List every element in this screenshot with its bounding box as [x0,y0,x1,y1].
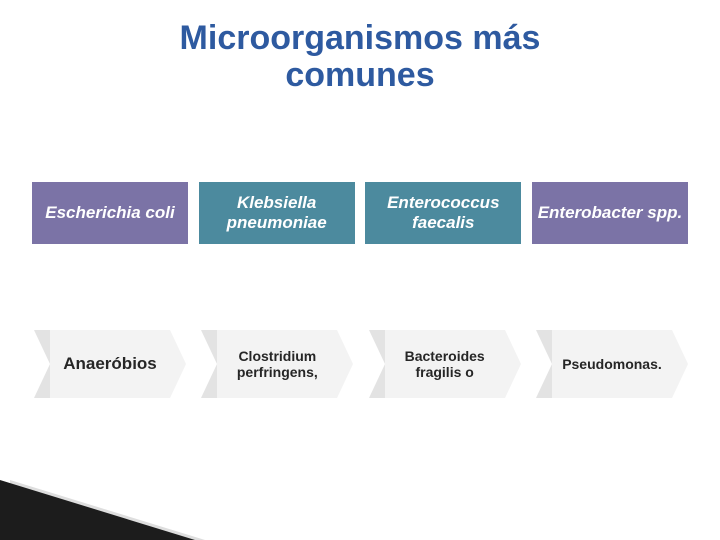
chevron-item: Pseudomonas. [536,330,688,398]
chevron-item: Bacteroides fragilis o [369,330,521,398]
organism-label: Enterobacter spp. [538,203,683,223]
chevron-body: Clostridium perfringens, [217,330,337,398]
chevron-notch-icon [536,330,552,398]
chevron-arrow-icon [672,330,688,398]
organisms-row-primary: Escherichia coli Klebsiella pneumoniae Ent… [32,182,688,244]
title-line1: Microorganismos más [0,20,720,57]
chevron-notch-icon [369,330,385,398]
chevron-body: Anaeróbios [50,330,170,398]
organism-box: Enterococcus faecalis [365,182,521,244]
chevron-item: Anaeróbios [34,330,186,398]
chevron-body: Bacteroides fragilis o [385,330,505,398]
organism-label: Escherichia coli [45,203,174,223]
chevron-label: Clostridium perfringens, [223,348,331,380]
chevron-label: Pseudomonas. [562,356,662,372]
slide-title: Microorganismos más comunes [0,20,720,95]
organism-box: Enterobacter spp. [532,182,688,244]
organism-label: Enterococcus faecalis [365,193,521,232]
chevron-arrow-icon [337,330,353,398]
chevron-label: Anaeróbios [63,354,157,374]
chevron-item: Clostridium perfringens, [201,330,353,398]
title-line2: comunes [0,57,720,94]
chevron-label: Bacteroides fragilis o [391,348,499,380]
organism-label: Klebsiella pneumoniae [199,193,355,232]
organism-box: Klebsiella pneumoniae [199,182,355,244]
corner-accent-dark [0,480,195,540]
chevron-notch-icon [201,330,217,398]
chevron-arrow-icon [505,330,521,398]
slide: Microorganismos más comunes Escherichia … [0,0,720,540]
organism-box: Escherichia coli [32,182,188,244]
organisms-row-secondary: Anaeróbios Clostridium perfringens, Bacter… [34,330,688,398]
chevron-arrow-icon [170,330,186,398]
chevron-notch-icon [34,330,50,398]
chevron-body: Pseudomonas. [552,330,672,398]
